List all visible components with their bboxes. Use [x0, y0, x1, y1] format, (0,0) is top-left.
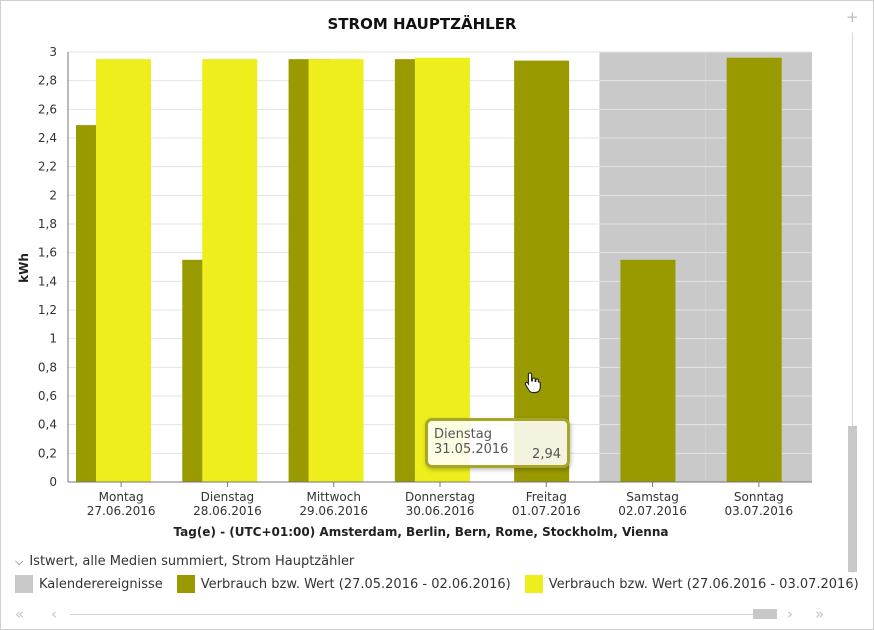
bar-series2 [308, 59, 364, 483]
legend-swatch-calendar [15, 575, 33, 593]
tooltip-value: 2,94 [532, 447, 561, 462]
hand-cursor-icon [524, 372, 541, 394]
y-tick-label: 1,4 [38, 274, 57, 288]
bar-series2 [96, 59, 151, 483]
vertical-scroll-track[interactable] [852, 33, 853, 573]
legend-label-series-2016-05: Verbrauch bzw. Wert (27.05.2016 - 02.06.… [200, 576, 511, 592]
zoom-in-button[interactable]: + [846, 8, 859, 26]
zoom-out-button[interactable]: - [848, 574, 854, 592]
y-tick-label: 1,8 [38, 217, 57, 231]
x-tick-label-day: Dienstag [201, 490, 255, 504]
last-page-icon[interactable]: » [815, 605, 825, 623]
bar-series2 [414, 57, 470, 482]
legend-item-series-2016-06[interactable]: Verbrauch bzw. Wert (27.06.2016 - 03.07.… [524, 575, 859, 593]
x-tick-label-date: 30.06.2016 [406, 504, 475, 518]
horizontal-scroll-track[interactable] [70, 614, 770, 615]
x-tick-label-day: Mittwoch [306, 490, 360, 504]
x-tick-label-date: 29.06.2016 [299, 504, 368, 518]
legend-group-label: Istwert, alle Medien summiert, Strom Hau… [29, 554, 355, 569]
legend-swatch-series-2016-05 [176, 575, 195, 593]
y-tick-label: 2,2 [38, 160, 57, 174]
tooltip: Dienstag 31.05.2016 2,94 [425, 418, 570, 468]
y-tick-label: 2 [49, 188, 57, 202]
x-axis-title: Tag(e) - (UTC+01:00) Amsterdam, Berlin, … [174, 525, 669, 539]
legend-label-series-2016-06: Verbrauch bzw. Wert (27.06.2016 - 03.07.… [548, 576, 859, 592]
y-tick-label: 2,4 [38, 131, 57, 145]
x-tick-label-day: Freitag [526, 490, 567, 504]
y-tick-label: 3 [49, 45, 57, 59]
y-tick-label: 1,6 [38, 246, 57, 260]
legend-swatch-series-2016-06 [524, 575, 543, 593]
x-tick-label-day: Sonntag [734, 490, 784, 504]
bar-series1 [726, 57, 782, 482]
horizontal-scroll-thumb[interactable] [753, 609, 777, 619]
x-tick-label-date: 03.07.2016 [724, 504, 793, 518]
y-tick-label: 0,2 [38, 446, 57, 460]
next-page-icon[interactable]: › [787, 605, 793, 623]
y-tick-label: 1,2 [38, 303, 57, 317]
previous-page-icon[interactable]: ‹ [51, 605, 57, 623]
x-tick-label-date: 01.07.2016 [512, 504, 581, 518]
chevron-down-icon[interactable]: ⌵ [15, 554, 24, 568]
vertical-scroll-thumb[interactable] [848, 426, 857, 572]
legend-label-calendar: Kalenderereignisse [39, 576, 163, 592]
bar-series2 [202, 59, 258, 483]
x-tick-label-day: Montag [99, 490, 144, 504]
x-tick-label-day: Samstag [626, 490, 679, 504]
legend-item-series-2016-05[interactable]: Verbrauch bzw. Wert (27.05.2016 - 02.06.… [176, 575, 511, 593]
y-tick-label: 1 [49, 332, 57, 346]
horizontal-scrollbar[interactable]: « ‹ › » [15, 604, 835, 624]
y-tick-label: 0 [49, 475, 57, 489]
y-tick-label: 2,8 [38, 74, 57, 88]
y-tick-label: 0,8 [38, 360, 57, 374]
vertical-zoom-scrollbar[interactable]: + - [842, 8, 864, 592]
bar-series1 [620, 259, 676, 482]
legend-item-calendar[interactable]: Kalenderereignisse [15, 575, 163, 593]
y-tick-label: 2,6 [38, 102, 57, 116]
x-tick-label-date: 02.07.2016 [618, 504, 687, 518]
first-page-icon[interactable]: « [15, 605, 25, 623]
chart-title: STROM HAUPTZÄHLER [327, 15, 517, 33]
legend-group-header[interactable]: ⌵ Istwert, alle Medien summiert, Strom H… [15, 554, 354, 569]
bar-series1 [514, 60, 570, 482]
tooltip-date: Dienstag 31.05.2016 [434, 427, 509, 457]
x-tick-label-date: 28.06.2016 [193, 504, 262, 518]
y-tick-label: 0,6 [38, 389, 57, 403]
y-axis-title: kWh [17, 253, 31, 283]
legend: Kalenderereignisse Verbrauch bzw. Wert (… [15, 575, 873, 593]
x-tick-label-date: 27.06.2016 [87, 504, 156, 518]
x-tick-label-day: Donnerstag [405, 490, 475, 504]
y-tick-label: 0,4 [38, 418, 57, 432]
